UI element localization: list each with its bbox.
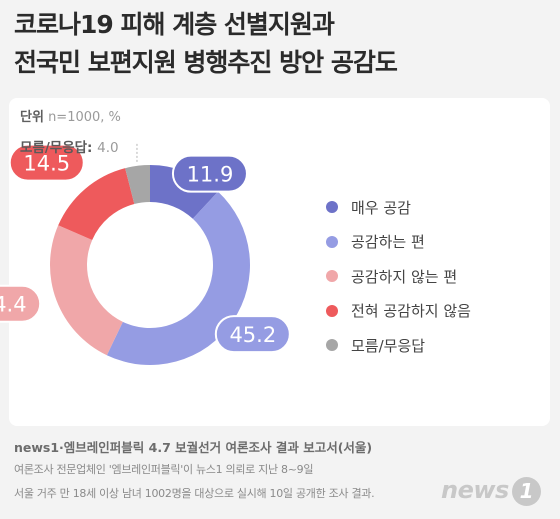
slice-4	[125, 165, 150, 204]
legend-item-3: 전혀 공감하지 않음	[326, 294, 471, 329]
legend-swatch-1	[326, 235, 338, 248]
legend-label-2: 공감하지 않는 편	[351, 267, 458, 286]
legend-label-4: 모름/무응답	[351, 336, 426, 355]
legend-swatch-3	[326, 304, 338, 317]
legend-label-3: 전혀 공감하지 않음	[351, 302, 471, 321]
label-pill-2	[0, 284, 42, 323]
dk-label: 모름/무응답: 4.0	[20, 139, 119, 156]
dk-label-value: 4.0	[97, 140, 118, 156]
label-pill-3	[8, 143, 85, 182]
legend-item-1: 공감하는 편	[326, 225, 471, 260]
chart-card	[9, 98, 550, 426]
unit-note: 단위 n=1000, %	[20, 106, 121, 125]
label-pill-1	[214, 315, 291, 354]
legend-swatch-4	[326, 339, 338, 352]
dk-label-title: 모름/무응답:	[20, 139, 97, 156]
chart-title: 코로나19 피해 계층 선별지원과 전국민 보편지원 병행추진 방안 공감도	[14, 6, 398, 82]
donut-slices	[49, 165, 250, 366]
unit-value: n=1000, %	[48, 110, 121, 125]
legend-label-0: 매우 공감	[351, 198, 411, 217]
legend-label-1: 공감하는 편	[351, 233, 425, 252]
label-pill-0	[171, 154, 248, 193]
value-label-0: 11.9	[187, 163, 234, 187]
slice-2	[49, 225, 123, 356]
slice-0	[150, 165, 218, 219]
value-label-3: 14.5	[23, 152, 70, 176]
legend-item-4: 모름/무응답	[326, 328, 471, 363]
logo-mark: 1	[511, 477, 541, 506]
news1-logo: news 1	[441, 476, 541, 506]
legend-swatch-2	[326, 270, 338, 283]
unit-label: 단위	[20, 110, 44, 125]
slice-1	[106, 191, 250, 366]
title-line-1: 코로나19 피해 계층 선별지원과	[14, 10, 335, 39]
legend-swatch-0	[326, 201, 338, 214]
legend-item-2: 공감하지 않는 편	[326, 259, 471, 294]
slice-labels: 11.9 45.2 24.4 14.5	[0, 143, 291, 354]
footer-note-1: 여론조사 전문업체인 '엠브레인퍼블릭'이 뉴스1 의뢰로 지난 8~9일	[14, 463, 314, 476]
value-label-1: 45.2	[229, 323, 276, 347]
title-line-2: 전국민 보편지원 병행추진 방안 공감도	[14, 48, 398, 77]
legend-item-0: 매우 공감	[326, 190, 471, 225]
slice-3	[58, 168, 135, 240]
footer-note-2: 서울 거주 만 18세 이상 남녀 1002명을 대상으로 실시해 10일 공개…	[14, 487, 375, 500]
logo-text: news	[441, 476, 509, 504]
footer-source: news1·엠브레인퍼블릭 4.7 보궐선거 여론조사 결과 보고서(서울)	[14, 440, 373, 455]
value-label-2: 24.4	[0, 293, 27, 317]
